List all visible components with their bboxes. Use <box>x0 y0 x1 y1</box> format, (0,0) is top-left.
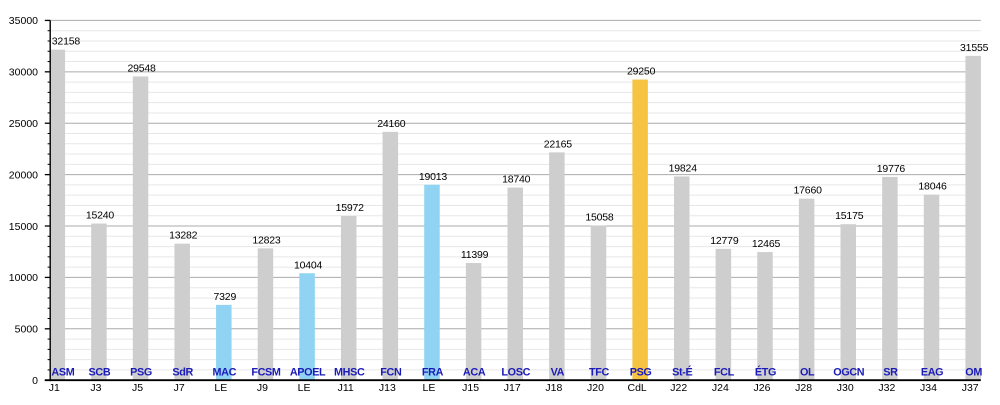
svg-text:PSG: PSG <box>630 366 652 378</box>
svg-text:29548: 29548 <box>127 62 156 74</box>
svg-text:FRA: FRA <box>422 366 444 378</box>
svg-text:CdL: CdL <box>627 382 646 394</box>
svg-text:18046: 18046 <box>918 181 947 193</box>
svg-text:29250: 29250 <box>627 66 656 78</box>
svg-text:30000: 30000 <box>9 67 38 79</box>
svg-text:J11: J11 <box>338 382 354 394</box>
svg-text:24160: 24160 <box>377 118 406 130</box>
svg-text:J13: J13 <box>379 382 396 394</box>
svg-text:J9: J9 <box>257 382 268 394</box>
svg-text:12465: 12465 <box>752 238 781 250</box>
svg-text:19013: 19013 <box>419 171 448 183</box>
svg-text:J20: J20 <box>587 382 604 394</box>
svg-text:35000: 35000 <box>9 15 38 27</box>
svg-text:J37: J37 <box>962 382 979 394</box>
svg-text:APOEL: APOEL <box>290 366 326 378</box>
svg-text:ASM: ASM <box>51 366 74 378</box>
svg-text:20000: 20000 <box>9 169 38 181</box>
svg-text:J28: J28 <box>795 382 812 394</box>
svg-text:PSG: PSG <box>130 366 152 378</box>
svg-text:25000: 25000 <box>9 118 38 130</box>
svg-text:0: 0 <box>32 375 38 387</box>
svg-text:TFC: TFC <box>589 366 609 378</box>
svg-text:10404: 10404 <box>294 259 323 271</box>
svg-text:FCN: FCN <box>380 366 402 378</box>
svg-text:LE: LE <box>423 382 436 394</box>
svg-text:13282: 13282 <box>169 230 198 242</box>
svg-text:LE: LE <box>298 382 311 394</box>
svg-text:FCSM: FCSM <box>251 366 281 378</box>
svg-text:J5: J5 <box>132 382 143 394</box>
svg-text:J7: J7 <box>174 382 185 394</box>
svg-text:J1: J1 <box>49 382 60 394</box>
svg-text:22165: 22165 <box>544 138 573 150</box>
svg-text:J34: J34 <box>920 382 937 394</box>
svg-text:11399: 11399 <box>461 249 489 261</box>
svg-text:12823: 12823 <box>252 234 281 246</box>
svg-text:17660: 17660 <box>794 185 823 197</box>
svg-text:32158: 32158 <box>52 36 81 48</box>
svg-text:7329: 7329 <box>214 291 237 303</box>
svg-text:ÉTG: ÉTG <box>755 365 776 378</box>
svg-text:J17: J17 <box>504 382 521 394</box>
svg-text:LE: LE <box>214 382 227 394</box>
svg-text:31555: 31555 <box>960 42 989 54</box>
svg-text:OL: OL <box>800 366 815 378</box>
svg-text:J30: J30 <box>837 382 854 394</box>
svg-text:OM: OM <box>965 366 982 378</box>
svg-text:MAC: MAC <box>213 366 237 378</box>
svg-text:J15: J15 <box>462 382 479 394</box>
svg-text:10000: 10000 <box>9 272 38 284</box>
svg-text:FCL: FCL <box>714 366 735 378</box>
svg-text:OGCN: OGCN <box>833 366 865 378</box>
svg-text:ACA: ACA <box>463 366 486 378</box>
svg-text:15000: 15000 <box>9 221 38 233</box>
svg-text:12779: 12779 <box>710 235 739 247</box>
svg-text:J26: J26 <box>754 382 771 394</box>
svg-text:St-É: St-É <box>672 365 692 378</box>
svg-text:J24: J24 <box>712 382 729 394</box>
svg-text:15058: 15058 <box>585 211 614 223</box>
svg-text:15240: 15240 <box>86 210 115 222</box>
svg-text:MHSC: MHSC <box>334 366 365 378</box>
svg-text:18740: 18740 <box>502 174 531 186</box>
svg-text:J22: J22 <box>670 382 687 394</box>
svg-text:VA: VA <box>551 366 565 378</box>
svg-text:J3: J3 <box>90 382 101 394</box>
svg-text:J32: J32 <box>878 382 895 394</box>
svg-text:SR: SR <box>883 366 898 378</box>
svg-text:SCB: SCB <box>89 366 111 378</box>
svg-text:15175: 15175 <box>835 210 864 222</box>
svg-text:5000: 5000 <box>15 324 39 336</box>
svg-text:EAG: EAG <box>921 366 943 378</box>
svg-text:15972: 15972 <box>336 202 365 214</box>
svg-text:LOSC: LOSC <box>501 366 530 378</box>
svg-text:SdR: SdR <box>172 366 193 378</box>
svg-text:19824: 19824 <box>669 162 698 174</box>
svg-text:19776: 19776 <box>877 163 906 175</box>
svg-text:J18: J18 <box>545 382 562 394</box>
